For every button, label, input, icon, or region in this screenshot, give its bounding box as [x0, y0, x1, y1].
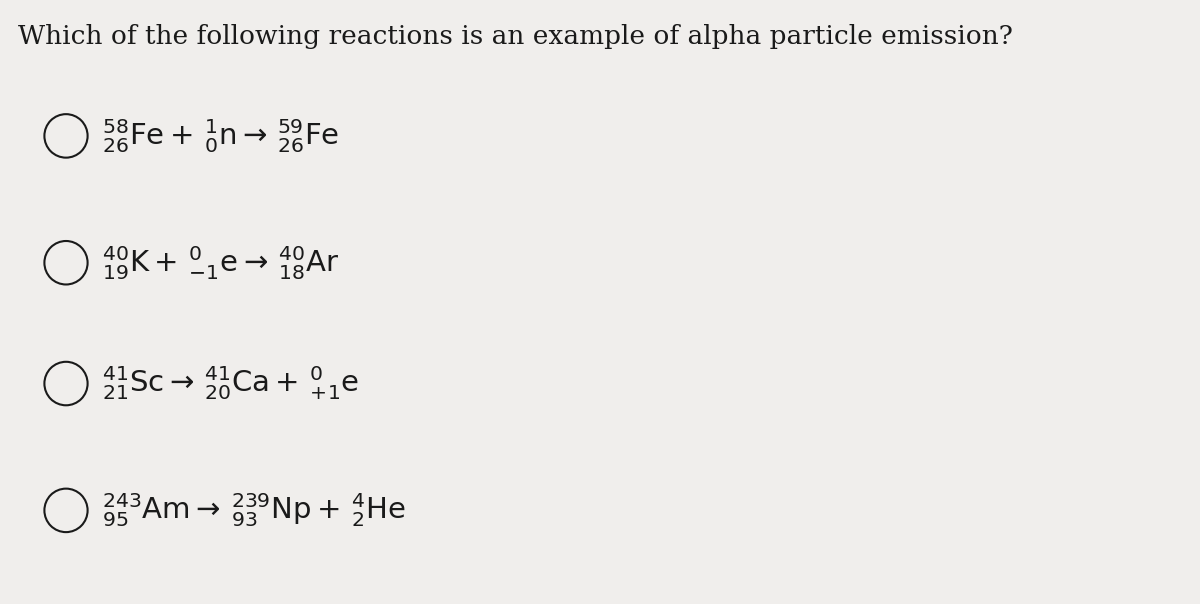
- Text: $^{40}_{19}\mathrm{K} + \,^{0}_{-1}\mathrm{e} \rightarrow\,^{40}_{18}\mathrm{Ar}: $^{40}_{19}\mathrm{K} + \,^{0}_{-1}\math…: [102, 244, 340, 281]
- Text: $^{243}_{95}\mathrm{Am} \rightarrow\,^{239}_{93}\mathrm{Np} + \,^{4}_{2}\mathrm{: $^{243}_{95}\mathrm{Am} \rightarrow\,^{2…: [102, 492, 406, 529]
- Text: $^{41}_{21}\mathrm{Sc} \rightarrow\,^{41}_{20}\mathrm{Ca} + \,^{0}_{+1}\mathrm{e: $^{41}_{21}\mathrm{Sc} \rightarrow\,^{41…: [102, 365, 359, 402]
- Text: $^{58}_{26}\mathrm{Fe} + \,^{1}_{0}\mathrm{n} \rightarrow\,^{59}_{26}\mathrm{Fe}: $^{58}_{26}\mathrm{Fe} + \,^{1}_{0}\math…: [102, 117, 340, 155]
- Text: Which of the following reactions is an example of alpha particle emission?: Which of the following reactions is an e…: [18, 24, 1013, 49]
